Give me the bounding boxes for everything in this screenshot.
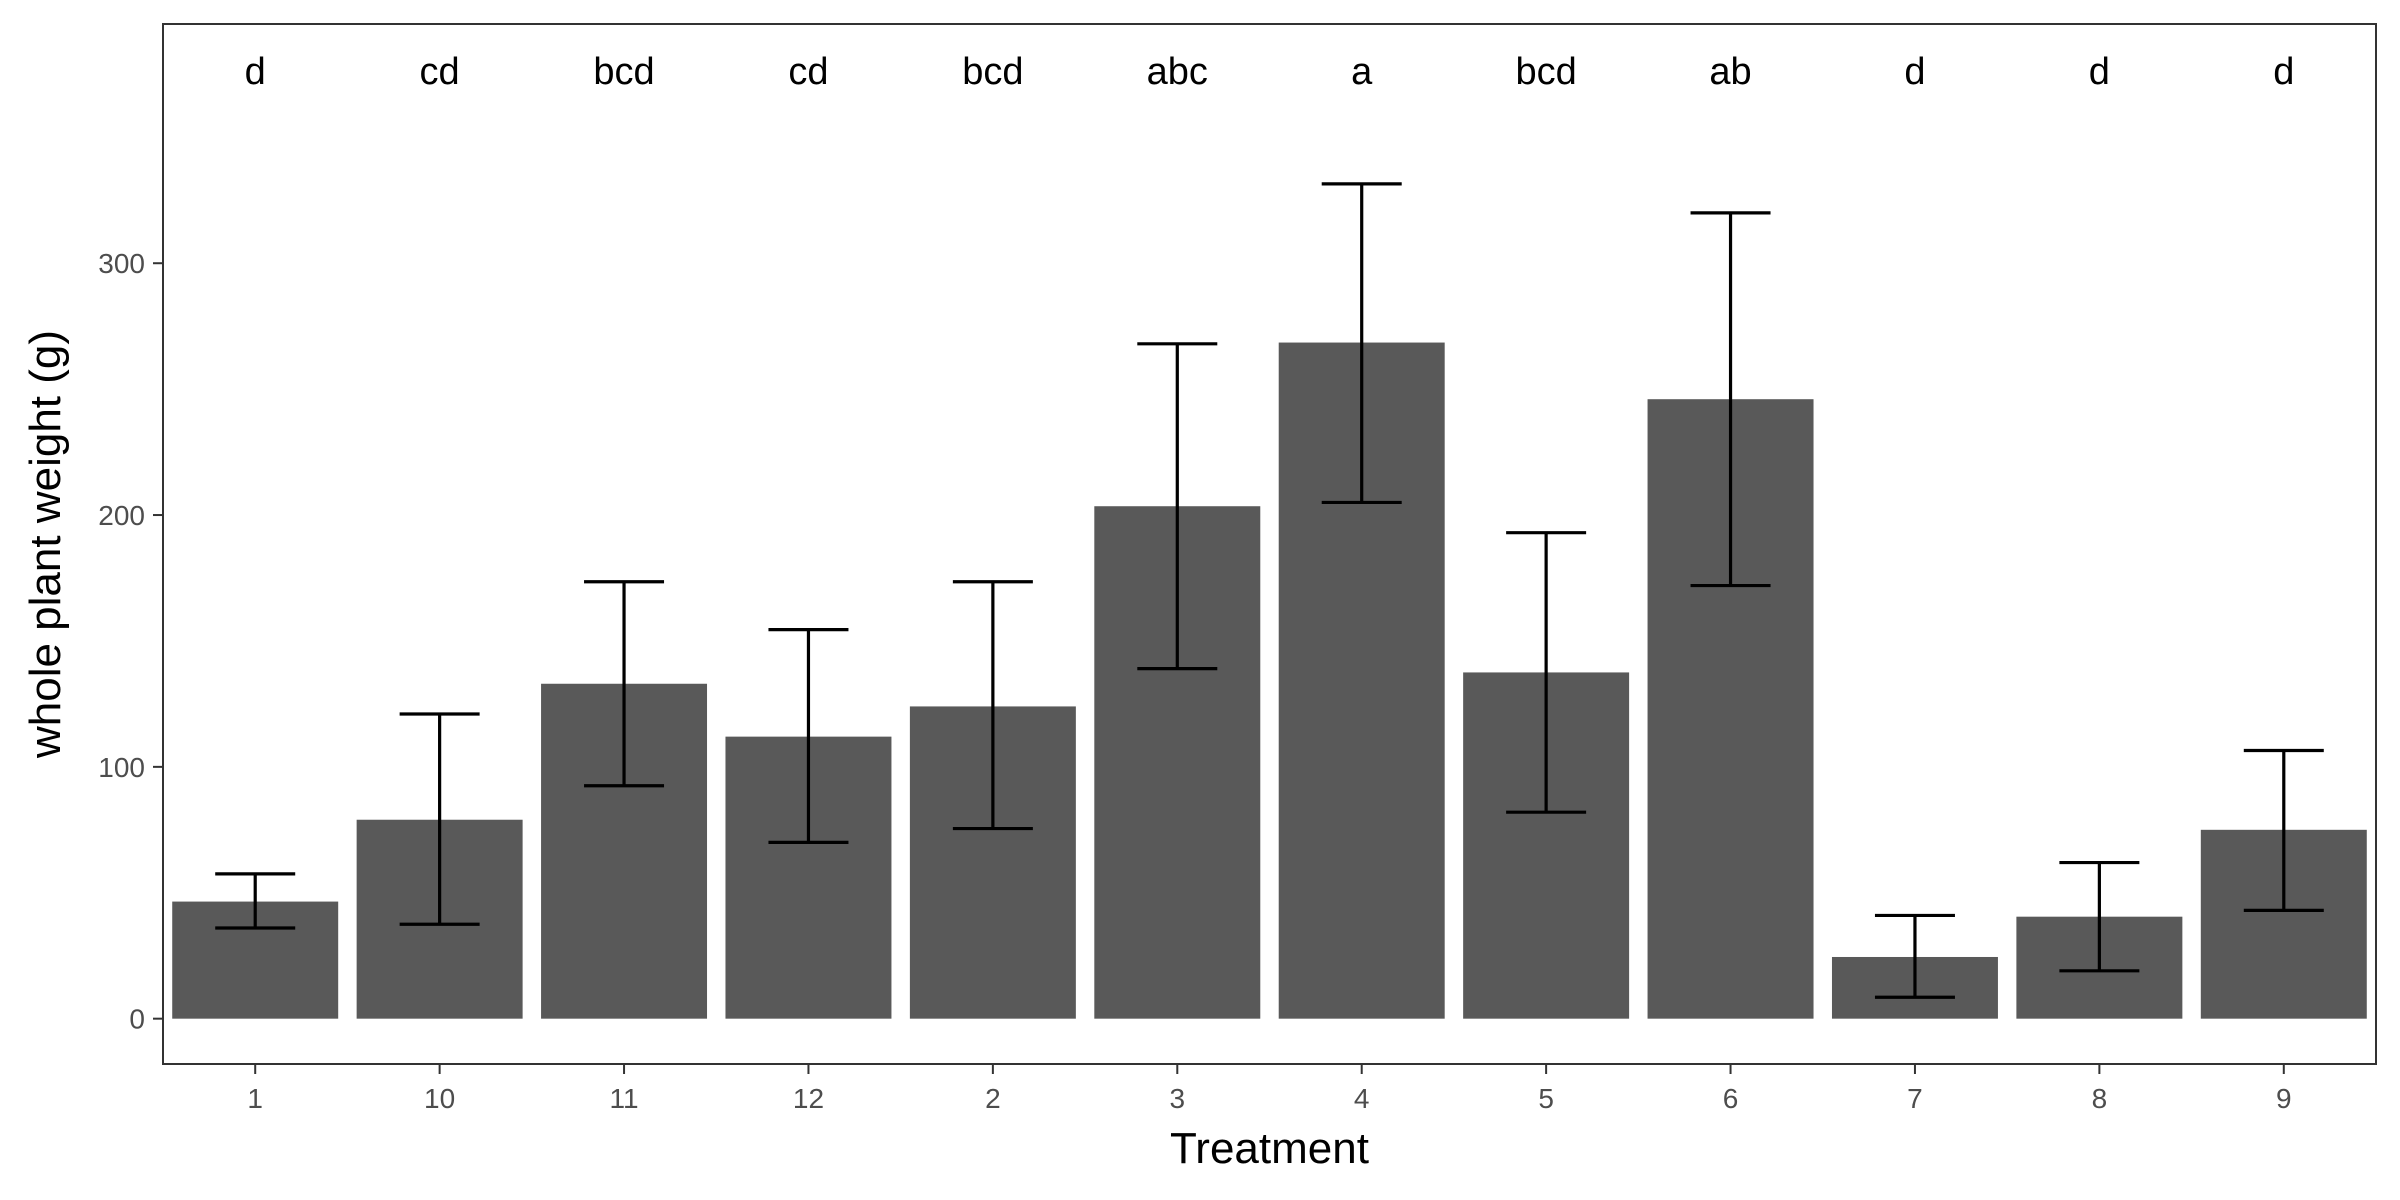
error-bar-4 [1321,182,1402,505]
significance-letter-8: d [2089,51,2110,93]
error-bar-6 [1690,211,1771,588]
significance-letter-11: bcd [593,51,654,93]
significance-letter-1: d [245,51,266,93]
x-tick-label-5: 5 [1538,1083,1554,1114]
x-tick-label-7: 7 [1907,1083,1923,1114]
x-tick-label-8: 8 [2092,1083,2108,1114]
significance-letter-12: cd [788,51,828,93]
panel-border [162,23,2377,1065]
x-tick-label-6: 6 [1723,1083,1739,1114]
significance-letter-2: bcd [962,51,1023,93]
x-tick-label-9: 9 [2276,1083,2292,1114]
x-tick-label-1: 1 [247,1083,263,1114]
x-axis-title: Treatment [1170,1124,1369,1173]
significance-letter-5: bcd [1515,51,1576,93]
y-tick-label-0: 0 [129,1004,145,1035]
significance-letter-10: cd [420,51,460,93]
error-bar-5 [1506,531,1587,814]
error-bar-1 [215,872,296,930]
y-axis: 0 100 200 300 [98,248,163,1035]
bars-layer [172,342,2367,1019]
y-tick-label-300: 300 [98,248,145,279]
error-bars-layer [215,182,2324,999]
significance-letter-9: d [2273,51,2294,93]
x-axis: 1 10 11 12 2 3 4 5 6 7 8 9 [247,1064,2292,1114]
x-tick-label-12: 12 [793,1083,824,1114]
x-tick-label-11: 11 [610,1083,639,1114]
error-bar-11 [584,580,665,788]
error-bar-8 [2059,860,2140,973]
significance-letters-layer: d cd bcd cd bcd abc a bcd ab d d d [245,51,2295,93]
x-tick-label-2: 2 [985,1083,1001,1114]
x-tick-label-3: 3 [1170,1083,1186,1114]
significance-letter-7: d [1904,51,1925,93]
error-bar-12 [768,628,849,845]
significance-letter-4: a [1351,51,1373,93]
error-bar-7 [1874,913,1955,999]
significance-letter-3: abc [1147,51,1208,93]
significance-letter-6: ab [1709,51,1751,93]
y-tick-label-100: 100 [98,752,145,783]
x-tick-label-4: 4 [1354,1083,1370,1114]
x-tick-label-10: 10 [424,1083,455,1114]
error-bar-2 [952,580,1033,831]
error-bar-9 [2243,748,2324,912]
error-bar-10 [399,712,480,926]
error-bar-3 [1137,342,1218,671]
y-axis-title: whole plant weight (g) [21,330,70,759]
y-tick-label-200: 200 [98,500,145,531]
